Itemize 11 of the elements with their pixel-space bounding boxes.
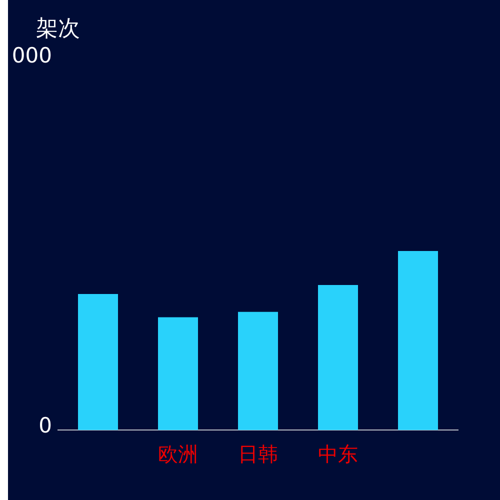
- bar: [238, 312, 278, 430]
- bar: [158, 317, 198, 430]
- bar: [318, 285, 358, 430]
- text: 000: [12, 43, 52, 68]
- text: 0: [38, 413, 52, 438]
- x-tick-label: 日韩: [238, 442, 278, 466]
- x-tick-label: 中东: [318, 442, 358, 466]
- text: 架次: [36, 16, 80, 42]
- bar: [78, 294, 118, 430]
- bar: [398, 251, 438, 430]
- x-tick-label: 欧洲: [158, 442, 198, 466]
